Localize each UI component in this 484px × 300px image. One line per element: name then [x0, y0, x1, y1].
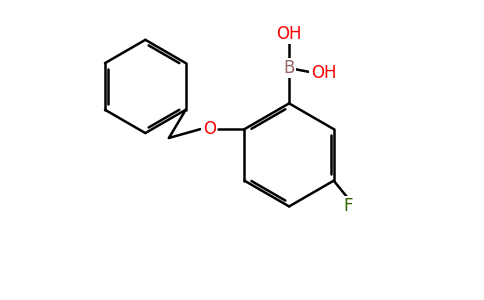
- Text: OH: OH: [311, 64, 336, 82]
- Text: OH: OH: [276, 25, 302, 43]
- Text: B: B: [284, 59, 295, 77]
- Text: O: O: [203, 120, 216, 138]
- Text: F: F: [344, 197, 353, 215]
